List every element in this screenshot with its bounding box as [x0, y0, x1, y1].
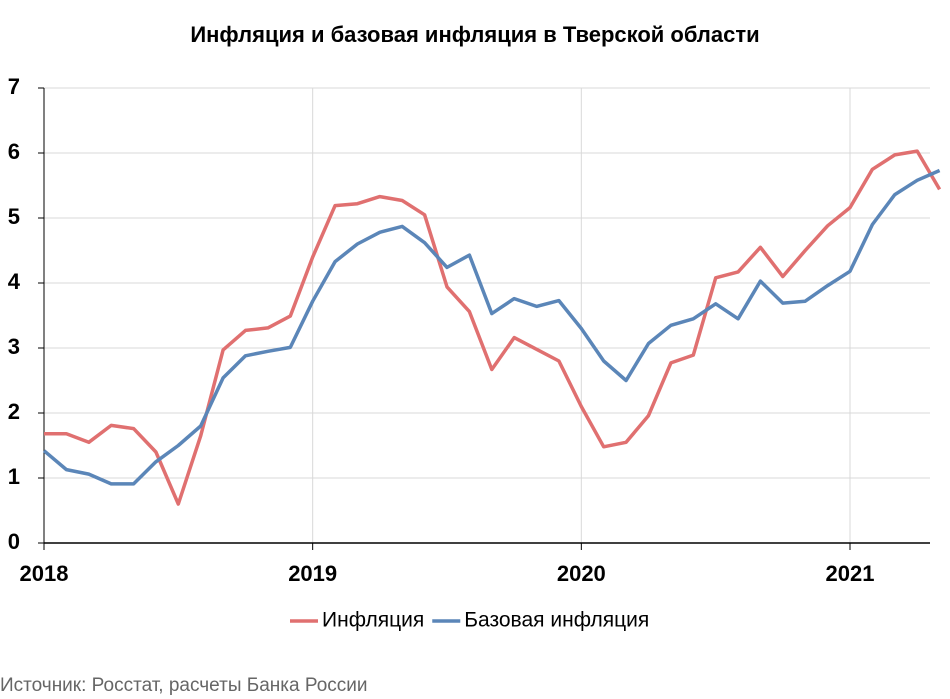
y-tick-label: 2: [8, 399, 20, 424]
chart-title: Инфляция и базовая инфляция в Тверской о…: [190, 22, 759, 47]
y-tick-label: 5: [8, 204, 20, 229]
x-tick-label: 2020: [557, 561, 606, 586]
y-tick-label: 3: [8, 334, 20, 359]
y-tick-label: 6: [8, 139, 20, 164]
y-tick-label: 0: [8, 529, 20, 554]
source-note: Источник: Росстат, расчеты Банка России: [0, 675, 368, 696]
y-tick-label: 1: [8, 464, 20, 489]
legend: Инфляция Базовая инфляция: [290, 609, 649, 632]
legend-label: Инфляция: [322, 609, 424, 632]
x-tick-label: 2021: [826, 561, 875, 586]
y-tick-label: 4: [8, 269, 21, 294]
legend-label: Базовая инфляция: [464, 609, 649, 632]
line-series: [44, 149, 942, 506]
x-tick-label: 2018: [20, 561, 69, 586]
y-tick-label: 7: [8, 74, 20, 99]
x-tick-label: 2019: [288, 561, 337, 586]
line-series: [42, 168, 941, 486]
